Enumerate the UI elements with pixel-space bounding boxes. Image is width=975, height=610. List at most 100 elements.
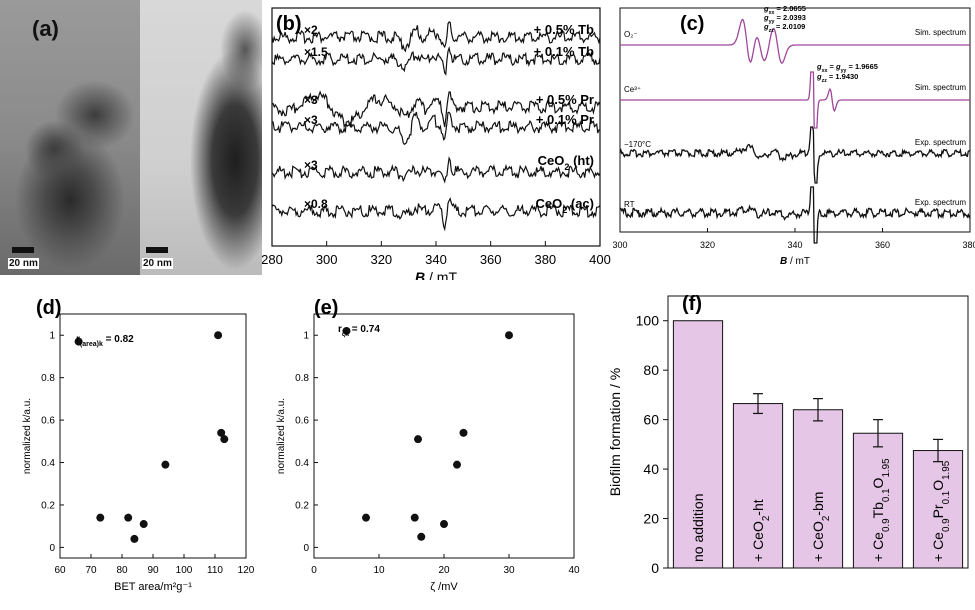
x-tick-label: 280 [262, 252, 283, 267]
bar [852, 432, 904, 569]
panel-label-d: (d) [36, 297, 62, 319]
panel-f: 0 20 40 60 80 100 Biofilm formation / % no addi… [598, 280, 975, 610]
data-point [217, 428, 226, 437]
trace-name-4: + 0.1% Pr [536, 112, 594, 127]
y-tick-label: 0.6 [295, 416, 309, 427]
x-tick-label: 40 [568, 565, 580, 576]
trace-name-2: + 0.1% Tb [534, 44, 594, 59]
x-tick-label: 380 [962, 240, 975, 250]
x-tick-label: 300 [612, 240, 627, 250]
bar-label-2: + CeO2-ht [750, 499, 772, 562]
data-point [440, 520, 448, 529]
trace-left-label-3: −170°C [624, 140, 651, 149]
x-tick-label: 320 [370, 252, 392, 267]
x-tick-label: 340 [425, 252, 447, 267]
data-point [74, 337, 83, 346]
x-tick-label: 100 [176, 565, 193, 576]
x-tick-label: 90 [147, 565, 159, 576]
x-tick-label: 340 [787, 240, 802, 250]
y-tick-label: 40 [643, 461, 659, 477]
panel-b: 280 300 320 340 360 380 400 B / mT ×2 + 0.5% Tb ×1… [262, 0, 612, 280]
g-tensor-ce3-xx-yy: gxx = gyy = 1.9665 [816, 62, 878, 74]
trace-name-6: CeO2 (ac) [535, 196, 594, 215]
panel-a: 20 nm 20 nm (a) [0, 0, 262, 276]
y-tick-label: 0.8 [41, 373, 55, 384]
spectrum-trace-5 [271, 156, 601, 184]
g-tensor-superoxide-zz: gzz = 2.0109 [763, 22, 805, 34]
x-tick-label: 60 [54, 565, 66, 576]
trace-factor-4: ×3 [304, 113, 318, 127]
panel-e: 0 10 20 30 40 0 0.2 0.4 0.6 0.8 1 ζ /mV normalized k… [262, 280, 592, 610]
spectrum-trace-2 [620, 71, 970, 129]
y-tick-label: 0.8 [295, 373, 309, 384]
x-axis-label: B / mT [415, 269, 457, 280]
plot-frame [59, 313, 247, 559]
y-tick-label: 0.4 [41, 458, 55, 469]
data-point [410, 513, 419, 522]
data-point [214, 331, 223, 340]
spectrum-trace-4 [619, 186, 971, 244]
y-tick-label: 0.2 [41, 500, 55, 511]
g-tensor-superoxide-yy: gyy = 2.0393 [763, 13, 806, 25]
panel-label-c: (c) [680, 13, 704, 35]
trace-name-3: + 0.5% Pr [536, 92, 594, 107]
panel-label-f: (f) [682, 293, 702, 315]
epr-spectra-sim-exp: 300 320 340 360 380 B / mT O₂⁻ Sim. spectrum Ce³… [612, 4, 975, 267]
x-tick-label: 70 [85, 565, 97, 576]
y-axis-label: normalized k/a.u. [276, 398, 287, 474]
data-point [130, 534, 139, 543]
x-axis-label: B / mT [780, 256, 810, 267]
trace-name-5: CeO2 (ht) [538, 153, 594, 172]
scatter-zeta-potential: 0 10 20 30 40 0 0.2 0.4 0.6 0.8 1 ζ /mV normalized k… [276, 297, 580, 593]
trace-factor-6: ×0.8 [304, 197, 328, 211]
x-tick-label: 360 [875, 240, 890, 250]
trace-factor-2: ×1.5 [304, 45, 328, 59]
epr-spectra-doped: 280 300 320 340 360 380 400 B / mT ×2 + 0.5% Tb ×1… [262, 7, 611, 280]
x-tick-label: 10 [373, 565, 385, 576]
data-point [417, 532, 426, 541]
bar-chart-biofilm: 0 20 40 60 80 100 Biofilm formation / % no addi… [607, 293, 969, 576]
x-axis-label: BET area/m²g⁻¹ [114, 581, 192, 593]
x-tick-label: 0 [311, 565, 317, 576]
scale-bar-right [146, 247, 168, 253]
x-axis-label: ζ /mV [430, 581, 458, 593]
panel-label-a: (a) [32, 16, 59, 41]
data-point [124, 513, 133, 522]
bar [912, 450, 964, 569]
trace-right-label-4: Exp. spectrum [915, 198, 966, 207]
g-tensor-ce3-zz: gzz = 1.9430 [816, 72, 858, 84]
x-tick-label: 320 [700, 240, 715, 250]
data-point [342, 326, 351, 335]
x-tick-label: 20 [438, 565, 450, 576]
y-tick-label: 1 [303, 331, 309, 342]
trace-left-label-4: RT [624, 200, 635, 209]
spectrum-trace-3 [271, 90, 601, 129]
spectrum-trace-3 [619, 126, 971, 184]
scale-bar-left [12, 247, 34, 253]
data-point [220, 435, 229, 444]
data-point [459, 428, 468, 437]
trace-factor-1: ×2 [304, 23, 318, 37]
bar [672, 320, 724, 569]
scale-bar-label-left: 20 nm [8, 258, 39, 269]
trace-right-label-3: Exp. spectrum [915, 138, 966, 147]
correlation-annotation: rζk = 0.74 [338, 324, 380, 338]
data-point [505, 331, 513, 340]
bar-label-1: no addition [690, 493, 706, 562]
g-tensor-superoxide-xx: gxx = 2.0655 [763, 4, 806, 16]
trace-factor-5: ×3 [304, 158, 318, 172]
scatter-bet-area: 60 70 80 90 100 110 120 0 0.2 0.4 0.6 0.8 1 BET area/… [22, 297, 255, 593]
y-tick-label: 100 [636, 313, 660, 329]
tem-image-right: 20 nm [140, 0, 262, 275]
correlation-annotation: r(area)k = 0.82 [76, 334, 134, 348]
trace-name-1: + 0.5% Tb [534, 22, 594, 37]
data-point [139, 520, 148, 529]
tem-image-left: 20 nm [0, 0, 140, 275]
y-tick-label: 0 [49, 543, 55, 554]
y-axis-label: normalized k/a.u. [22, 398, 33, 474]
data-point [414, 435, 422, 444]
x-tick-label: 300 [316, 252, 338, 267]
trace-left-label-1: O₂⁻ [624, 30, 638, 39]
spectrum-trace-2 [271, 45, 601, 76]
data-point [453, 460, 461, 469]
